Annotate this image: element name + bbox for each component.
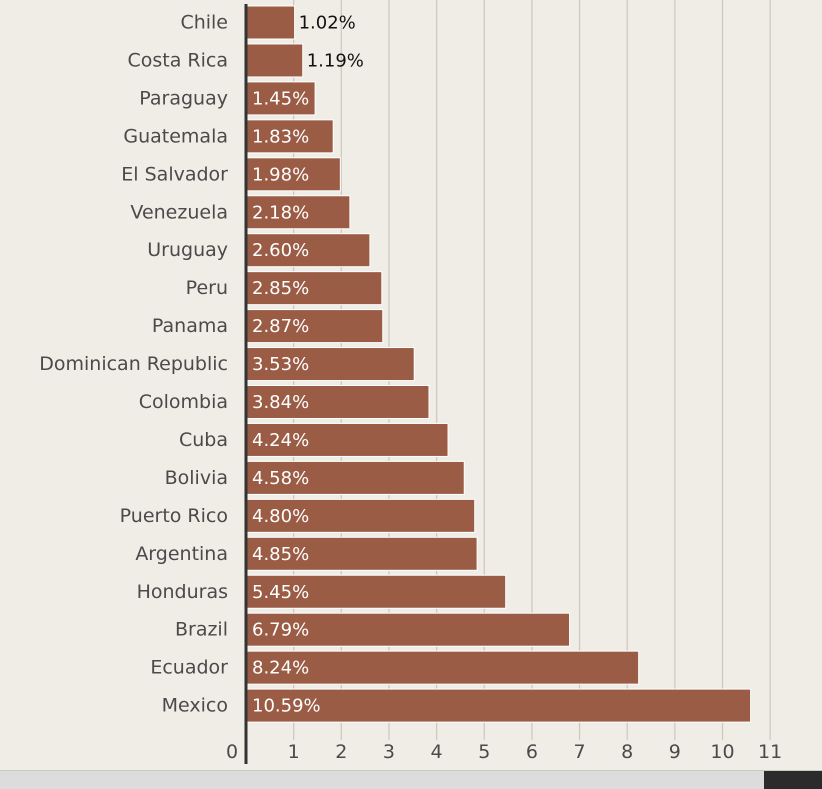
x-tick-label-2: 2: [335, 741, 347, 763]
value-label: 6.79%: [252, 620, 309, 641]
category-label: Costa Rica: [128, 49, 229, 71]
value-label: 1.83%: [252, 126, 309, 147]
category-label: El Salvador: [121, 163, 228, 185]
value-label: 4.58%: [252, 468, 309, 489]
bar-panama: [245, 309, 384, 344]
value-label: 1.02%: [299, 13, 356, 34]
bar-honduras: [245, 574, 507, 609]
category-label: Venezuela: [130, 201, 228, 223]
x-tick-label-0: 0: [226, 741, 238, 763]
category-label: Mexico: [162, 695, 228, 717]
bar-venezuela: [245, 195, 351, 230]
bar-mexico: [245, 688, 752, 723]
window-bottom-strip: [0, 770, 822, 789]
bar-brazil: [245, 612, 571, 647]
bar-costa-rica: [245, 43, 304, 78]
bar-chart: 1.02% 1.19% 1.45% 1.83% 1.98% 2.18% 2.60% 2.85%…: [39, 0, 782, 764]
value-label: 2.87%: [252, 316, 309, 337]
x-axis-ticks: 0 1 2 3 4 5 6 7 8 9 10 11: [226, 741, 782, 763]
value-label: 2.85%: [252, 278, 309, 299]
value-label: 4.24%: [252, 430, 309, 451]
category-label: Paraguay: [139, 87, 228, 109]
bar-el-salvador: [245, 157, 341, 192]
bar-cuba: [245, 422, 449, 457]
category-label: Brazil: [175, 619, 228, 641]
x-tick-label-1: 1: [288, 741, 300, 763]
x-tick-label-5: 5: [478, 741, 490, 763]
value-label: 3.84%: [252, 392, 309, 413]
value-label: 1.19%: [307, 50, 364, 71]
value-label: 10.59%: [252, 696, 321, 717]
category-label: Bolivia: [165, 467, 228, 489]
x-tick-label-6: 6: [526, 741, 538, 763]
window-corner: [764, 771, 822, 789]
bar-uruguay: [245, 233, 371, 268]
bar-chile: [245, 5, 296, 40]
category-label: Honduras: [137, 581, 228, 603]
category-label: Panama: [152, 315, 228, 337]
category-label: Dominican Republic: [39, 353, 228, 375]
value-label: 2.18%: [252, 202, 309, 223]
category-label: Peru: [186, 277, 228, 299]
value-label: 4.80%: [252, 506, 309, 527]
category-labels: Chile Costa Rica Paraguay Guatemala El Salva…: [39, 12, 228, 717]
value-label: 5.45%: [252, 582, 309, 603]
bar-guatemala: [245, 119, 334, 154]
x-tick-label-11: 11: [758, 741, 782, 763]
x-tick-label-8: 8: [621, 741, 633, 763]
value-label: 2.60%: [252, 240, 309, 261]
bar-ecuador: [245, 650, 640, 685]
bar-bolivia: [245, 460, 465, 495]
bar-puerto-rico: [245, 498, 476, 533]
category-label: Cuba: [179, 429, 228, 451]
value-label: 1.98%: [252, 164, 309, 185]
grid-lines: [292, 0, 771, 740]
x-tick-label-7: 7: [574, 741, 586, 763]
category-label: Colombia: [139, 391, 228, 413]
bars: 1.02% 1.19% 1.45% 1.83% 1.98% 2.18% 2.60% 2.85%…: [245, 5, 752, 723]
x-tick-label-4: 4: [431, 741, 443, 763]
value-label: 1.45%: [252, 88, 309, 109]
x-tick-label-10: 10: [710, 741, 734, 763]
category-label: Argentina: [135, 543, 228, 565]
category-label: Chile: [180, 12, 228, 34]
x-tick-label-3: 3: [383, 741, 395, 763]
value-label: 3.53%: [252, 354, 309, 375]
value-label: 8.24%: [252, 658, 309, 679]
category-label: Puerto Rico: [120, 505, 228, 527]
bar-colombia: [245, 385, 430, 419]
x-tick-label-9: 9: [669, 741, 681, 763]
category-label: Guatemala: [123, 125, 228, 147]
category-label: Ecuador: [150, 657, 228, 679]
value-label: 4.85%: [252, 544, 309, 565]
category-label: Uruguay: [147, 239, 228, 261]
